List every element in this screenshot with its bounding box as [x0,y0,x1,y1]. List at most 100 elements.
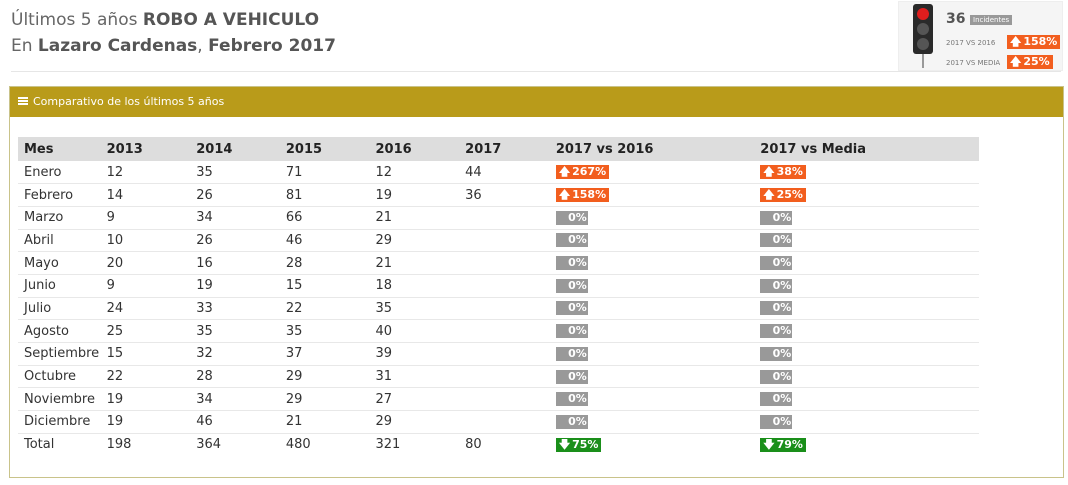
cell-y2016: 21 [369,206,460,230]
cell-y2016: 29 [369,410,460,434]
stat-vs2016-value: 158% [1023,35,1058,48]
cell-y2017: 44 [459,161,550,185]
table-row: Octubre 22 28 29 31 0% 0% [18,365,979,389]
cell-y2013: 19 [100,387,191,412]
cell-mes: Mayo [18,251,101,275]
cell-vs2016: 0% [549,206,755,230]
change-value: 0% [568,233,587,247]
cell-y2013: 22 [100,365,191,389]
change-badge: 0% [760,210,793,225]
page-title: Últimos 5 años ROBO A VEHICULO [11,10,319,30]
cell-y2016: 29 [369,229,460,253]
cell-y2013: 24 [100,297,191,321]
table-row: Junio 9 19 15 18 0% 0% [18,274,979,298]
cell-y2013: 25 [100,319,191,343]
col-header-vs2016: 2017 vs 2016 [549,137,755,161]
cell-y2014: 28 [190,365,280,389]
incident-summary-card: 36 Incidentes 2017 VS 2016 🡅 158% 2017 VS… [898,1,1063,71]
change-badge: 0% [555,256,588,271]
stat-vs2016-label: 2017 VS 2016 [946,39,996,47]
change-value: 0% [772,301,792,315]
change-badge: 0% [555,324,588,339]
cell-y2014: 35 [190,161,280,185]
change-badge: 0% [760,369,793,384]
change-value: 0% [772,414,792,428]
cell-vs2016: 🡅 267% [549,161,755,185]
page-subtitle: En Lazaro Cardenas, Febrero 2017 [11,36,336,56]
traffic-light-pole [922,54,924,68]
cell-mes: Total [24,437,55,453]
cell-y2015: 480 [285,437,311,453]
panel-header[interactable]: Comparativo de los últimos 5 años [10,87,1063,117]
change-value: 0% [568,278,587,292]
cell-y2016: 12 [369,161,460,185]
cell-y2013: 12 [100,161,191,185]
table-row: Febrero 14 26 81 19 36 🡅 158% 🡅 25% [18,183,979,207]
cell-y2015: 35 [279,319,370,343]
cell-y2013: 9 [100,206,191,230]
arrow-up-icon: 🡅 [763,188,775,202]
cell-y2017 [459,274,550,298]
table-row: Mayo 20 16 28 21 0% 0% [18,251,979,275]
arrow-up-icon: 🡅 [1010,55,1022,68]
cell-y2014: 364 [196,437,222,453]
cell-vsMedia: 0% [754,229,979,253]
cell-y2015: 15 [279,274,370,298]
cell-y2015: 29 [279,387,370,412]
change-badge: 0% [760,346,793,361]
stat-vsmedia-badge: 🡅 25% [1007,55,1053,69]
cell-y2016: 27 [369,387,460,412]
cell-y2013: 15 [100,342,191,366]
title-crime-type: ROBO A VEHICULO [142,10,320,30]
cell-y2014: 35 [190,319,280,343]
change-value: 38% [776,165,803,179]
arrow-down-icon: 🡇 [763,437,775,451]
table-row: Enero 12 35 71 12 44 🡅 267% 🡅 38% [18,161,979,185]
change-value: 75% [572,437,599,451]
cell-vs2016: 0% [549,229,755,253]
change-value: 0% [568,301,587,315]
subtitle-prefix: En [11,36,33,56]
change-value: 0% [568,256,587,270]
table-header-row: Mes 2013 2014 2015 2016 2017 2017 vs 201… [18,137,979,161]
change-badge: 0% [555,210,588,225]
cell-y2015: 28 [279,251,370,275]
cell-mes: Abril [18,229,101,253]
cell-y2016: 31 [369,365,460,389]
cell-mes: Diciembre [18,410,101,434]
cell-vsMedia: 0% [754,251,979,275]
change-badge: 0% [760,233,793,248]
change-badge: 🡅 158% [555,188,610,203]
cell-y2014: 26 [190,229,280,253]
cell-y2017 [459,387,550,412]
cell-y2015: 22 [279,297,370,321]
col-header-2014: 2014 [190,137,280,161]
change-value: 0% [772,392,792,406]
cell-y2016: 40 [369,319,460,343]
cell-vsMedia: 0% [754,297,979,321]
col-header-mes: Mes [18,137,101,161]
cell-y2013: 19 [100,410,191,434]
change-value: 25% [776,188,803,202]
menu-icon[interactable] [18,97,28,105]
table-row: Abril 10 26 46 29 0% 0% [18,229,979,253]
cell-y2014: 26 [190,183,280,207]
cell-y2016: 39 [369,342,460,366]
col-header-vsmedia: 2017 vs Media [754,137,979,161]
cell-mes: Septiembre [18,342,101,366]
table-body: Enero 12 35 71 12 44 🡅 267% 🡅 38% Febrero 14 26 81 19 3… [18,161,979,456]
cell-vsMedia: 🡇 79% [754,433,979,456]
cell-y2015: 46 [279,229,370,253]
cell-y2017 [459,319,550,343]
cell-vs2016: 0% [549,297,755,321]
table-row: Diciembre 19 46 21 29 0% 0% [18,410,979,434]
change-value: 79% [776,437,803,451]
cell-mes: Marzo [18,206,101,230]
cell-vsMedia: 0% [754,342,979,366]
change-value: 0% [772,324,792,338]
cell-vsMedia: 0% [754,410,979,434]
table-total-row: Total 198 364 480 321 80 🡇 75% 🡇 79% [18,433,979,456]
cell-vsMedia: 0% [754,365,979,389]
stat-vsmedia-label: 2017 VS MEDIA [946,59,1001,67]
change-badge: 🡅 25% [760,188,806,203]
